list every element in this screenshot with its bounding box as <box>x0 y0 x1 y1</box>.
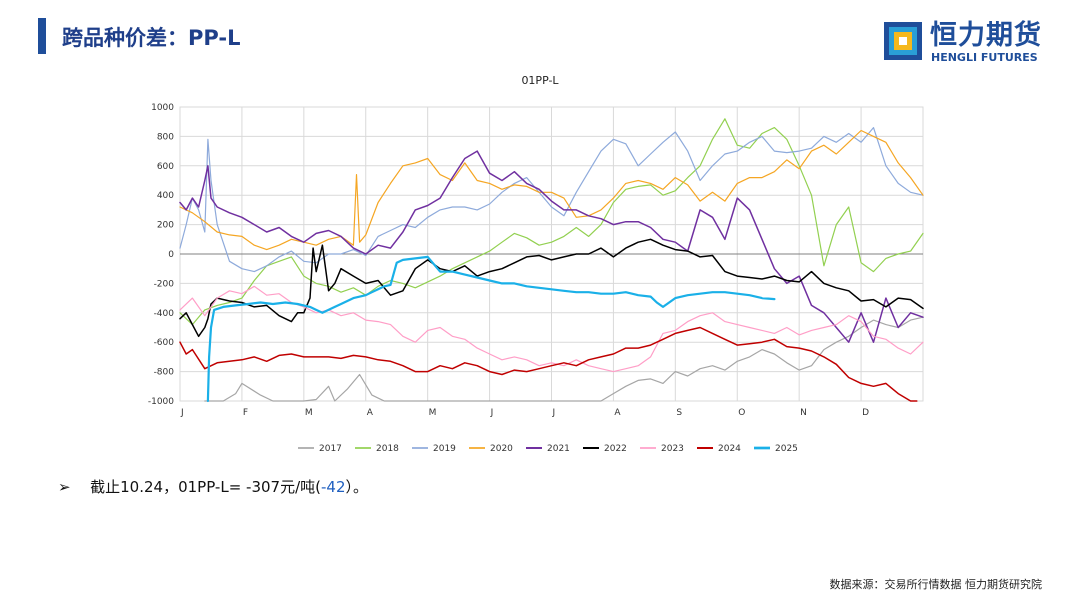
y-tick-label: 600 <box>157 162 174 172</box>
x-tick-label: M <box>429 408 437 418</box>
y-tick-label: -1000 <box>148 397 174 407</box>
legend-label-2024: 2024 <box>718 444 741 454</box>
series-line-2022 <box>179 238 924 338</box>
x-tick-label: J <box>490 408 494 418</box>
y-tick-label: 1000 <box>151 103 174 113</box>
x-tick-label: F <box>243 408 248 418</box>
x-tick-label: N <box>800 408 807 418</box>
y-tick-label: 200 <box>157 221 174 231</box>
legend-label-2019: 2019 <box>433 444 456 454</box>
legend-label-2021: 2021 <box>547 444 570 454</box>
data-source: 数据来源：交易所行情数据 恒力期货研究院 <box>829 578 1043 591</box>
note-text: 截止10.24，01PP-L= -307元/吨( <box>90 478 321 496</box>
company-logo: 恒力期货 HENGLI FUTURES <box>880 18 1055 68</box>
x-tick-label: A <box>614 408 621 418</box>
legend-label-2022: 2022 <box>604 444 627 454</box>
x-tick-label: J <box>552 408 556 418</box>
summary-note: ➢ 截止10.24，01PP-L= -307元/吨(-42）。 <box>58 476 368 498</box>
legend-label-2018: 2018 <box>376 444 399 454</box>
series-line-2020 <box>179 129 924 251</box>
x-tick-label: O <box>738 408 745 418</box>
series-line-2017 <box>204 316 924 402</box>
y-tick-label: -800 <box>154 368 175 378</box>
page-title: 跨品种价差：PP-L <box>62 26 241 50</box>
y-tick-label: -200 <box>154 279 175 289</box>
series-line-2024 <box>179 326 918 402</box>
note-change-value: -42 <box>321 478 346 496</box>
legend-label-2020: 2020 <box>490 444 513 454</box>
series-line-2018 <box>179 118 924 326</box>
legend-label-2025: 2025 <box>775 444 798 454</box>
y-tick-label: 400 <box>157 191 174 201</box>
x-tick-label: M <box>305 408 313 418</box>
chart-title: 01PP-L <box>521 74 559 87</box>
bullet-icon: ➢ <box>58 478 71 496</box>
note-suffix: ）。 <box>345 478 369 496</box>
series-line-2019 <box>179 126 924 273</box>
series-line-2023 <box>179 285 924 373</box>
y-tick-label: -600 <box>154 338 175 348</box>
x-tick-label: D <box>862 408 869 418</box>
y-tick-label: 0 <box>168 250 174 260</box>
series-line-2025 <box>206 255 776 403</box>
logo-chinese-name: 恒力期货 <box>930 20 1042 51</box>
title-accent-bar <box>38 18 46 54</box>
legend-label-2017: 2017 <box>319 444 342 454</box>
x-tick-label: A <box>367 408 374 418</box>
y-tick-label: -400 <box>154 309 175 319</box>
legend-label-2023: 2023 <box>661 444 684 454</box>
x-tick-label: S <box>676 408 682 418</box>
logo-mark-icon <box>884 22 922 60</box>
spread-line-chart: 01PP-L J F M A M J J A S O N D -1000 -800 -600 -400 -200 0… <box>148 74 924 454</box>
logo-english-name: HENGLI FUTURES <box>931 51 1038 64</box>
y-tick-label: 800 <box>157 132 174 142</box>
x-tick-label: J <box>180 408 184 418</box>
